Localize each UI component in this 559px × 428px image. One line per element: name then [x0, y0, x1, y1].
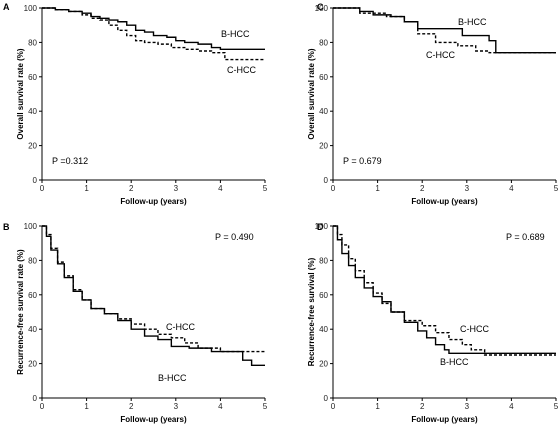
p-value-annotation: P = 0.689 [506, 232, 545, 242]
y-tick-label: 100 [24, 4, 38, 13]
series-line-c-hcc [42, 7, 265, 61]
series-line-c-hcc [333, 225, 556, 356]
x-tick-label: 1 [84, 184, 89, 193]
series-line-c-hcc [333, 7, 556, 54]
y-tick-label: 40 [319, 107, 328, 116]
x-tick-label: 2 [129, 402, 134, 411]
x-axis-label: Follow-up (years) [411, 415, 478, 424]
x-tick-label: 5 [554, 184, 559, 193]
x-tick-label: 1 [375, 184, 380, 193]
x-tick-label: 3 [465, 402, 470, 411]
x-tick-label: 3 [465, 184, 470, 193]
x-tick-label: 3 [174, 402, 179, 411]
y-tick-label: 60 [28, 73, 37, 82]
series-line-c-hcc [42, 225, 265, 353]
y-tick-label: 100 [24, 222, 38, 231]
panel-a: A 0 1 2 3 4 5 0 20 40 60 80 100 Follow-up (years) Over… [3, 2, 268, 206]
y-tick-label: 60 [319, 291, 328, 300]
y-axis-label: Overall survival rate (%) [307, 48, 316, 139]
p-value-annotation: P = 0.490 [215, 232, 254, 242]
y-tick-label: 20 [319, 142, 328, 151]
y-tick-label: 80 [319, 256, 328, 265]
y-tick-label: 80 [28, 256, 37, 265]
x-axis-label: Follow-up (years) [411, 197, 478, 206]
x-tick-label: 3 [174, 184, 179, 193]
y-tick-label: 40 [28, 107, 37, 116]
series-line-b-hcc [333, 7, 556, 54]
x-axis-label: Follow-up (years) [120, 197, 187, 206]
panel-letter: D [317, 222, 324, 232]
series-line-b-hcc [42, 225, 265, 367]
x-tick-label: 0 [40, 184, 45, 193]
x-tick-label: 5 [263, 402, 268, 411]
panel-d: D 0 1 2 3 4 5 0 20 40 60 80 100 Follow-up (years) Recu… [307, 222, 559, 424]
series-label-b-hcc: B-HCC [458, 17, 487, 27]
p-value-annotation: P = 0.679 [343, 156, 382, 166]
series-label-c-hcc: C-HCC [426, 50, 455, 60]
series-label-b-hcc: B-HCC [221, 29, 250, 39]
y-tick-label: 0 [324, 176, 329, 185]
y-tick-label: 0 [33, 394, 38, 403]
panel-b: B 0 1 2 3 4 5 0 20 40 60 80 100 Follow-up (years) Recu… [3, 222, 268, 424]
panel-c: C 0 1 2 3 4 5 0 20 40 60 80 100 Follow-up (years) Over… [307, 2, 559, 206]
panel-letter: B [3, 222, 10, 232]
y-axis-label: Recurrence-free survival rate (%) [16, 249, 25, 375]
x-tick-label: 5 [263, 184, 268, 193]
x-tick-label: 2 [129, 184, 134, 193]
x-tick-label: 0 [40, 402, 45, 411]
y-tick-label: 60 [319, 73, 328, 82]
y-tick-label: 20 [319, 360, 328, 369]
panel-letter: C [317, 2, 324, 12]
y-tick-label: 100 [315, 4, 329, 13]
y-axis-label: Recurrence-free survival (%) [307, 257, 316, 366]
x-tick-label: 4 [218, 184, 223, 193]
y-axis-label: Overall survival rate (%) [16, 48, 25, 139]
series-label-b-hcc: B-HCC [158, 373, 187, 383]
y-tick-label: 20 [28, 360, 37, 369]
y-tick-label: 20 [28, 142, 37, 151]
series-line-b-hcc [333, 225, 556, 354]
series-label-c-hcc: C-HCC [166, 322, 195, 332]
y-tick-label: 0 [324, 394, 329, 403]
x-tick-label: 4 [509, 402, 514, 411]
x-tick-label: 0 [331, 184, 336, 193]
series-label-c-hcc: C-HCC [227, 65, 256, 75]
y-tick-label: 80 [319, 38, 328, 47]
y-tick-label: 0 [33, 176, 38, 185]
y-tick-label: 60 [28, 291, 37, 300]
p-value-annotation: P =0.312 [52, 156, 88, 166]
x-tick-label: 0 [331, 402, 336, 411]
series-label-c-hcc: C-HCC [460, 324, 489, 334]
series-label-b-hcc: B-HCC [440, 357, 469, 367]
y-tick-label: 100 [315, 222, 329, 231]
x-tick-label: 1 [375, 402, 380, 411]
y-tick-label: 40 [319, 325, 328, 334]
x-axis-label: Follow-up (years) [120, 415, 187, 424]
panel-letter: A [3, 2, 10, 12]
y-tick-label: 80 [28, 38, 37, 47]
y-tick-label: 40 [28, 325, 37, 334]
x-tick-label: 1 [84, 402, 89, 411]
x-tick-label: 2 [420, 184, 425, 193]
x-tick-label: 5 [554, 402, 559, 411]
x-tick-label: 2 [420, 402, 425, 411]
x-tick-label: 4 [218, 402, 223, 411]
x-tick-label: 4 [509, 184, 514, 193]
